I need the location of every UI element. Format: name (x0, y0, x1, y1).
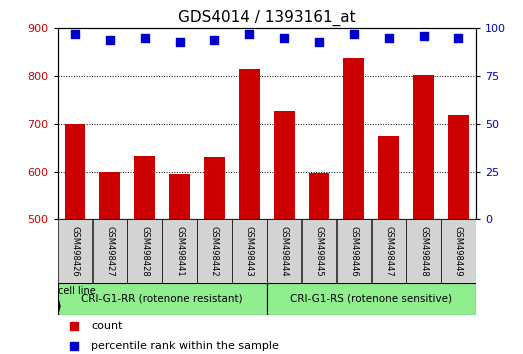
Text: GSM498447: GSM498447 (384, 226, 393, 277)
Bar (134, 156, 155, 219)
Point (210, 37, 219, 42)
Bar (344, 58, 365, 219)
Point (454, 35, 463, 41)
Point (419, 33, 428, 39)
Bar (274, 110, 294, 219)
Bar (93, 219, 127, 283)
Bar (441, 219, 476, 283)
Text: GSM498441: GSM498441 (175, 226, 184, 277)
Bar (371, 219, 406, 283)
Bar (197, 219, 232, 283)
Text: GSM498445: GSM498445 (314, 226, 324, 277)
Bar (128, 219, 162, 283)
Text: GSM498426: GSM498426 (71, 226, 79, 277)
Bar (99, 172, 120, 219)
Bar (337, 219, 371, 283)
Point (280, 35, 288, 41)
Text: GSM498444: GSM498444 (280, 226, 289, 277)
Bar (162, 219, 197, 283)
Text: GSM498427: GSM498427 (105, 226, 115, 277)
Text: GSM498443: GSM498443 (245, 226, 254, 277)
Bar (58, 283, 267, 315)
Text: percentile rank within the sample: percentile rank within the sample (91, 341, 279, 351)
Point (315, 39, 323, 45)
Text: GSM498448: GSM498448 (419, 226, 428, 277)
Point (384, 35, 393, 41)
Text: CRI-G1-RS (rotenone sensitive): CRI-G1-RS (rotenone sensitive) (290, 293, 452, 303)
Text: GSM498449: GSM498449 (454, 226, 463, 277)
Bar (58, 219, 92, 283)
Bar (309, 173, 329, 219)
Bar (232, 219, 267, 283)
Bar (204, 157, 225, 219)
FancyArrow shape (58, 298, 60, 314)
Bar (302, 219, 336, 283)
Bar (413, 75, 434, 219)
Bar (169, 174, 190, 219)
Bar (64, 124, 85, 219)
Bar (448, 115, 469, 219)
Point (350, 31, 358, 37)
Point (175, 39, 184, 45)
Text: GSM498442: GSM498442 (210, 226, 219, 277)
Point (141, 35, 149, 41)
Bar (378, 136, 399, 219)
Bar (267, 219, 301, 283)
Bar (267, 283, 476, 315)
Text: GSM498428: GSM498428 (140, 226, 149, 277)
Text: cell line: cell line (58, 286, 96, 296)
Point (71, 31, 79, 37)
Title: GDS4014 / 1393161_at: GDS4014 / 1393161_at (178, 9, 356, 25)
Text: CRI-G1-RR (rotenone resistant): CRI-G1-RR (rotenone resistant) (81, 293, 243, 303)
Point (106, 37, 114, 42)
Text: GSM498446: GSM498446 (349, 226, 358, 277)
Point (245, 31, 254, 37)
Bar (239, 69, 260, 219)
Bar (406, 219, 441, 283)
Text: count: count (91, 321, 122, 331)
